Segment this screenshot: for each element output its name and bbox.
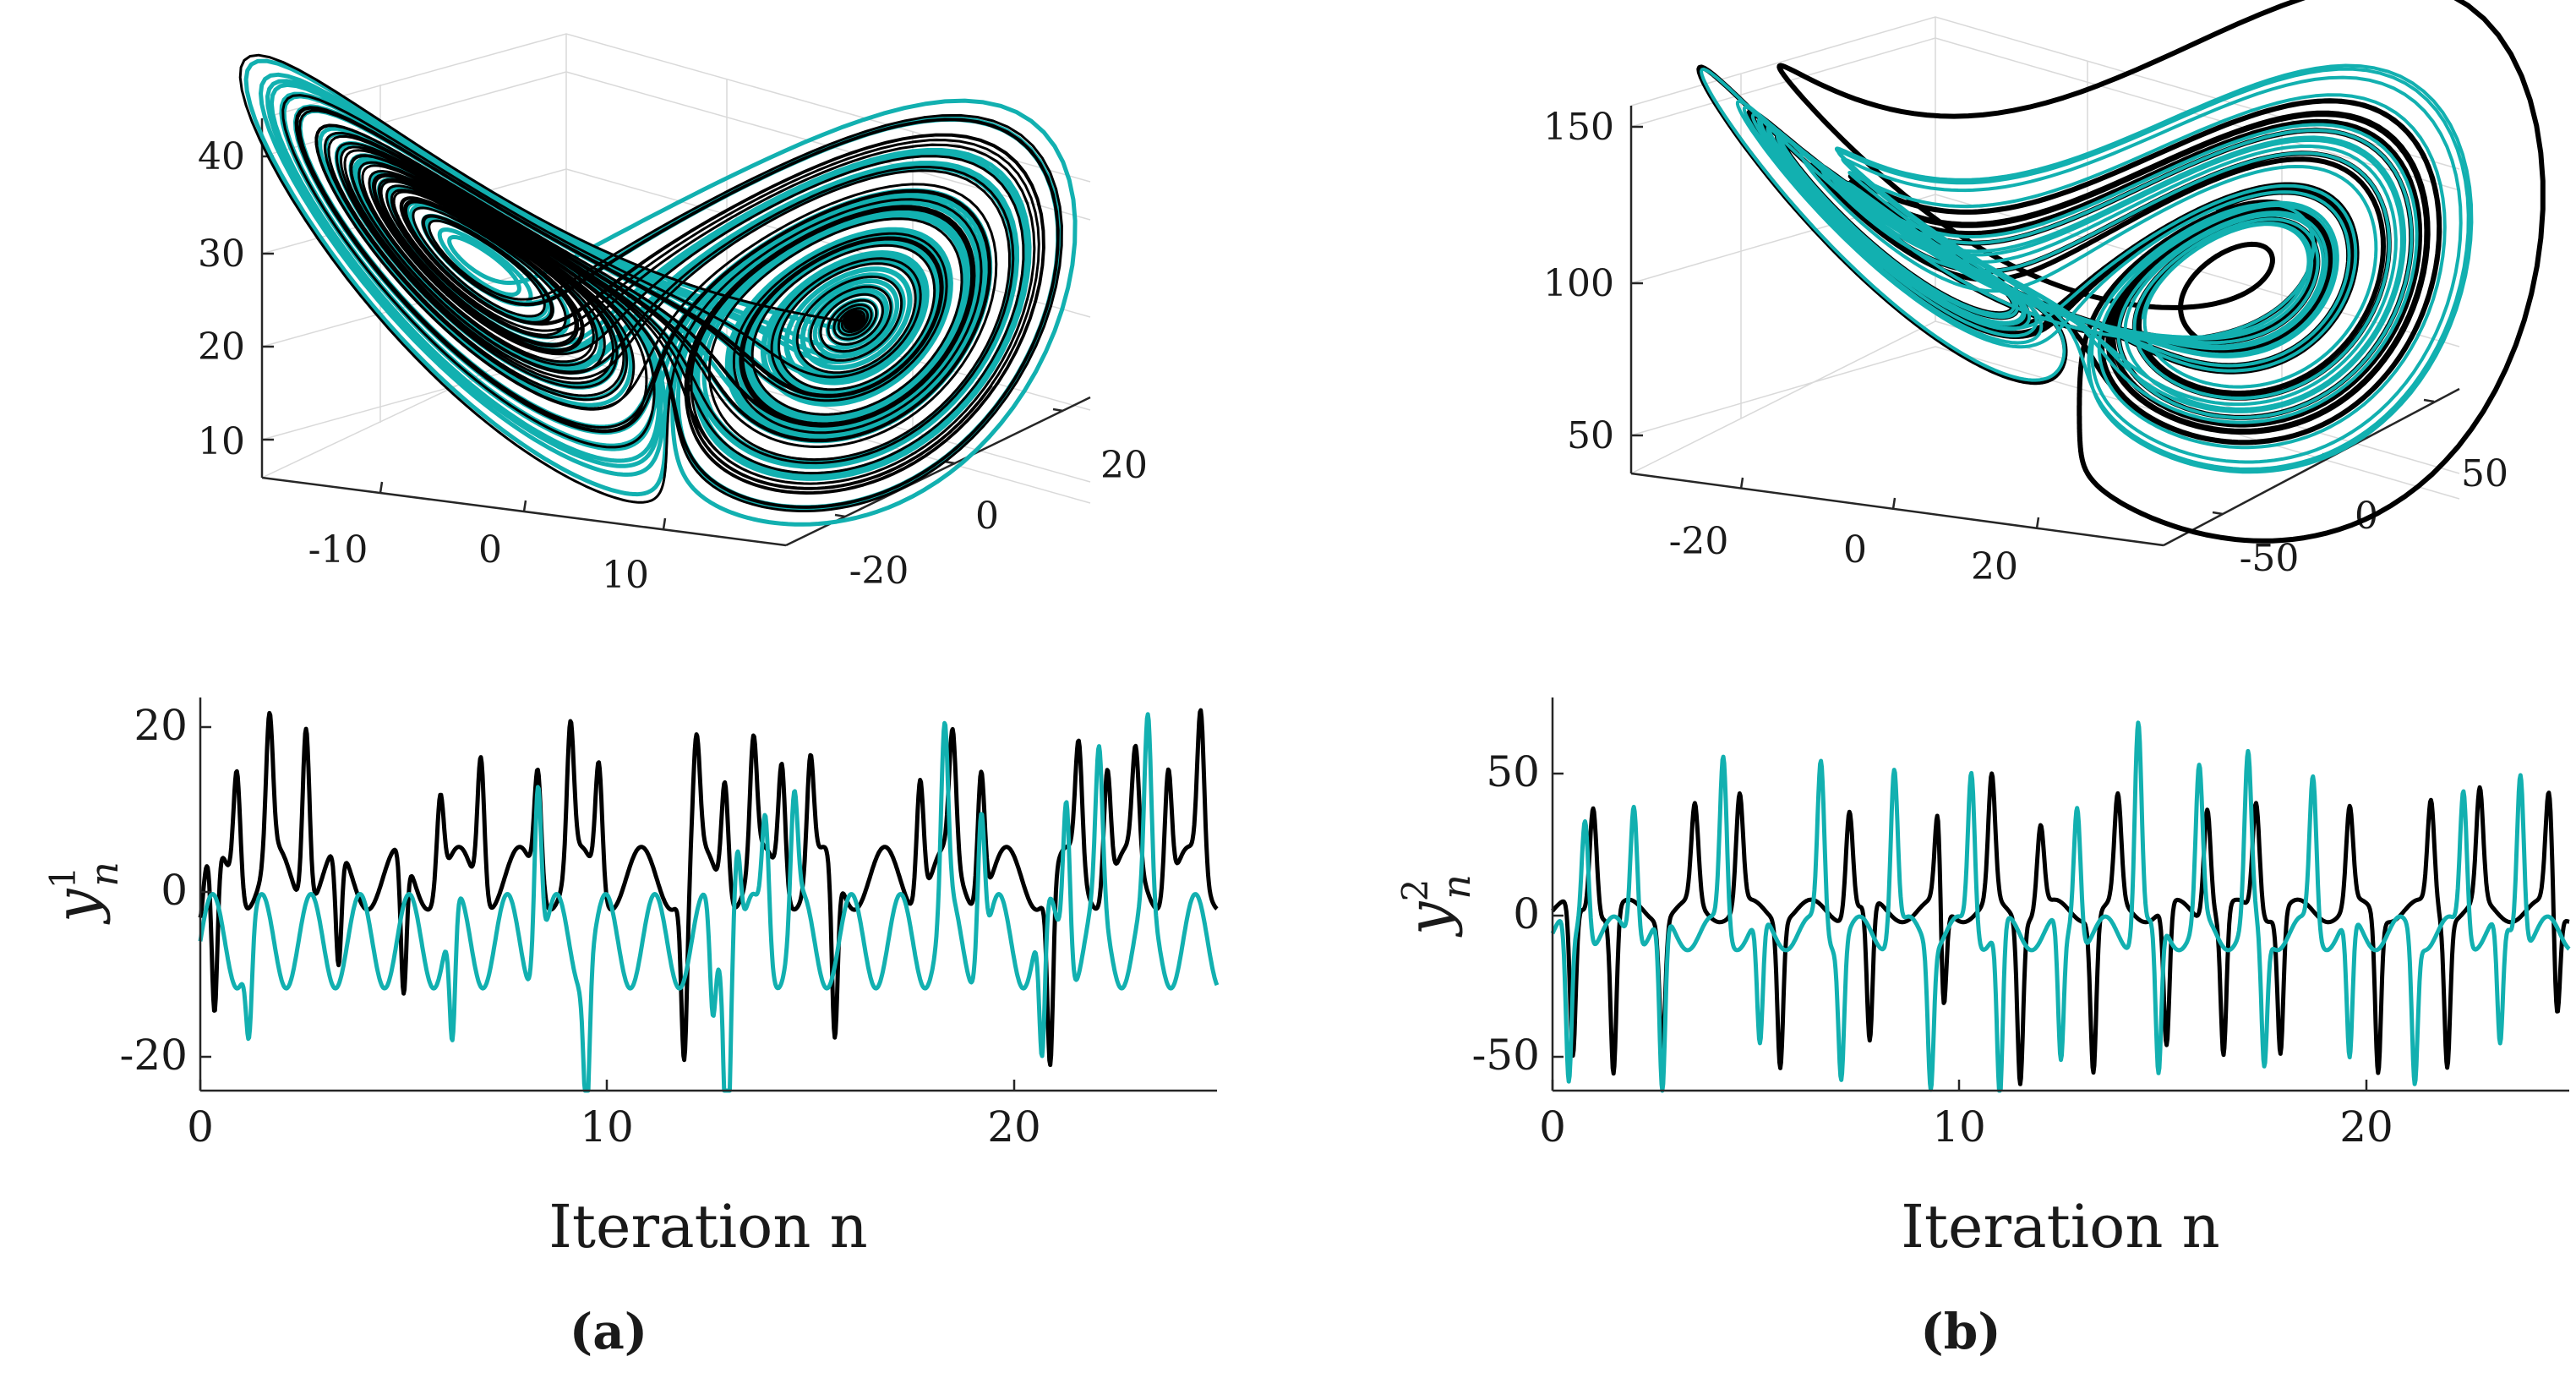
y-tick-label: -20 [119, 1031, 188, 1080]
y-tick-label: 50 [1486, 747, 1540, 796]
y-label-sup: 2 [1394, 879, 1436, 902]
x-tick-label: 20 [987, 1102, 1041, 1151]
series-line-model [1550, 720, 2571, 1093]
x-tick-label: 20 [1971, 545, 2018, 588]
series-line-true [198, 708, 1219, 1068]
svg-text:y2n: y2n [1394, 874, 1479, 938]
x-tick-label: -20 [1669, 520, 1729, 563]
attractor-curve-black [1696, 0, 2546, 544]
panel-a-z-tick-labels: 40 30 20 10 [198, 135, 245, 463]
y-axis-label: y1n [42, 862, 127, 925]
y-label-sub: n [1433, 874, 1479, 900]
y-tick-label: 20 [134, 701, 188, 750]
panel-label-b: (b) [1920, 1303, 2000, 1360]
y-tick-label: 0 [161, 866, 188, 915]
y-tick-label: -50 [2240, 537, 2300, 580]
panel-a-y-tick-labels: 20 0 -20 [849, 444, 1148, 593]
z-tick-label: 20 [198, 325, 245, 369]
y-tick-label: -20 [849, 550, 909, 593]
attractor-curve-black [238, 53, 1063, 512]
panel-a-timeseries: 20 0 -20 0 10 20 Iteration n y1n [42, 697, 1220, 1261]
z-tick-label: 150 [1543, 106, 1614, 149]
y-tick-label: 50 [2461, 452, 2508, 495]
z-tick-label: 50 [1567, 414, 1614, 457]
y-label-sup: 1 [42, 867, 84, 889]
y-tick-label: 0 [1513, 889, 1540, 938]
y-axis-label: y2n [1394, 874, 1479, 938]
panel-b-3d-grid [1630, 16, 2460, 500]
y-label-sub: n [81, 862, 127, 887]
y-label-main: y [1394, 900, 1464, 938]
panel-label-a: (a) [570, 1303, 647, 1360]
y-tick-label: 20 [1100, 444, 1148, 487]
panel-b-series-lines [1550, 720, 2571, 1093]
y-tick-label: 0 [975, 495, 999, 538]
attractor-curve-teal [1700, 63, 2474, 474]
x-axis-label: Iteration n [548, 1192, 867, 1261]
series-line-model [198, 712, 1220, 1093]
panel-b-attractor-curves [1696, 0, 2546, 544]
x-tick-label: 0 [187, 1102, 214, 1151]
x-tick-label: 10 [580, 1102, 634, 1151]
z-tick-label: 10 [198, 420, 245, 463]
panel-a-x-tick-labels: -10 0 10 [308, 528, 649, 597]
panel-a-axes [199, 697, 1217, 1092]
panel-a-3d-plot: 40 30 20 10 -10 0 10 20 0 -20 [198, 33, 1148, 597]
svg-text:y1n: y1n [42, 862, 127, 925]
x-axis-label: Iteration n [1901, 1192, 2219, 1261]
x-tick-label: 0 [1843, 528, 1867, 572]
x-tick-label: 0 [1539, 1102, 1566, 1151]
panel-b-x-tick-labels: -20 0 20 [1669, 520, 2018, 588]
z-tick-label: 40 [198, 135, 245, 178]
panel-b-3d-axes [1629, 106, 2460, 547]
z-tick-label: 100 [1543, 262, 1614, 305]
panel-a-attractor-curves [238, 53, 1078, 527]
x-tick-label: 20 [2339, 1102, 2393, 1151]
panel-a-3d-axes [260, 118, 1091, 547]
panel-b-z-tick-labels: 150 100 50 [1543, 106, 1614, 457]
panel-b-3d-plot: 150 100 50 -20 0 20 50 0 -50 [1543, 0, 2546, 588]
panel-b-axes [1551, 697, 2569, 1092]
y-tick-label: -50 [1471, 1031, 1540, 1080]
x-tick-label: -10 [308, 528, 368, 572]
panel-a-series-lines [198, 708, 1220, 1093]
panel-b-timeseries: 50 0 -50 0 10 20 Iteration n y2n [1394, 697, 2571, 1261]
x-tick-label: 10 [602, 554, 649, 597]
y-label-main: y [42, 888, 112, 925]
panel-b-y-tick-labels: 50 0 -50 [2240, 452, 2508, 580]
x-tick-label: 0 [478, 528, 502, 572]
x-tick-label: 10 [1932, 1102, 1986, 1151]
z-tick-label: 30 [198, 232, 245, 276]
